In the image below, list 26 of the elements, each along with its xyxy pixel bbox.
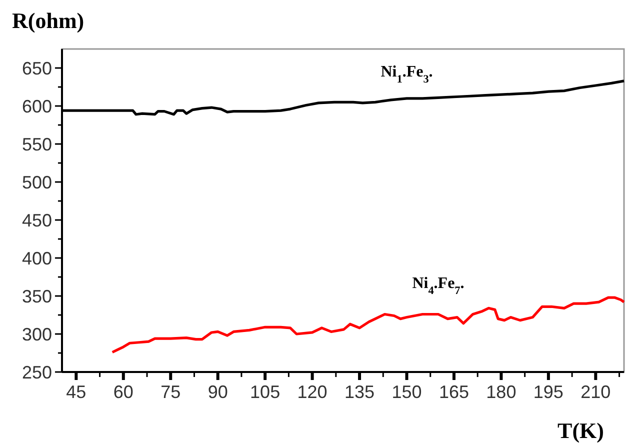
x-tick-label: 150 xyxy=(392,382,422,402)
x-tick-label: 135 xyxy=(344,382,375,402)
x-tick-label: 195 xyxy=(533,382,564,402)
x-tick-label: 210 xyxy=(580,382,611,402)
x-tick-label: 75 xyxy=(160,382,181,402)
x-tick-label: 165 xyxy=(438,382,470,402)
x-tick-label: 105 xyxy=(250,382,280,402)
y-axis-title: R(ohm) xyxy=(12,8,84,33)
y-tick-label: 650 xyxy=(22,58,52,78)
series-label: Ni$_{1}$.Fe$_{3}$. xyxy=(380,63,433,86)
x-axis-title: T(K) xyxy=(558,418,604,443)
y-tick-label: 500 xyxy=(22,172,52,192)
y-tick-label: 350 xyxy=(22,286,52,306)
y-tick-label: 450 xyxy=(22,210,52,230)
x-tick-label: 120 xyxy=(297,382,328,402)
series-label: Ni$_{4}$.Fe$_{7}$. xyxy=(412,275,464,298)
y-tick-label: 600 xyxy=(22,96,52,116)
y-tick-label: 550 xyxy=(22,134,52,154)
x-tick-label: 45 xyxy=(66,382,86,402)
line-series xyxy=(111,296,626,354)
x-tick-label: 90 xyxy=(208,382,228,402)
x-tick-label: 60 xyxy=(113,382,134,402)
x-tick-label: 180 xyxy=(486,382,516,402)
y-tick-label: 300 xyxy=(22,324,52,344)
y-tick-label: 400 xyxy=(22,248,52,268)
y-tick-label: 250 xyxy=(22,362,52,382)
